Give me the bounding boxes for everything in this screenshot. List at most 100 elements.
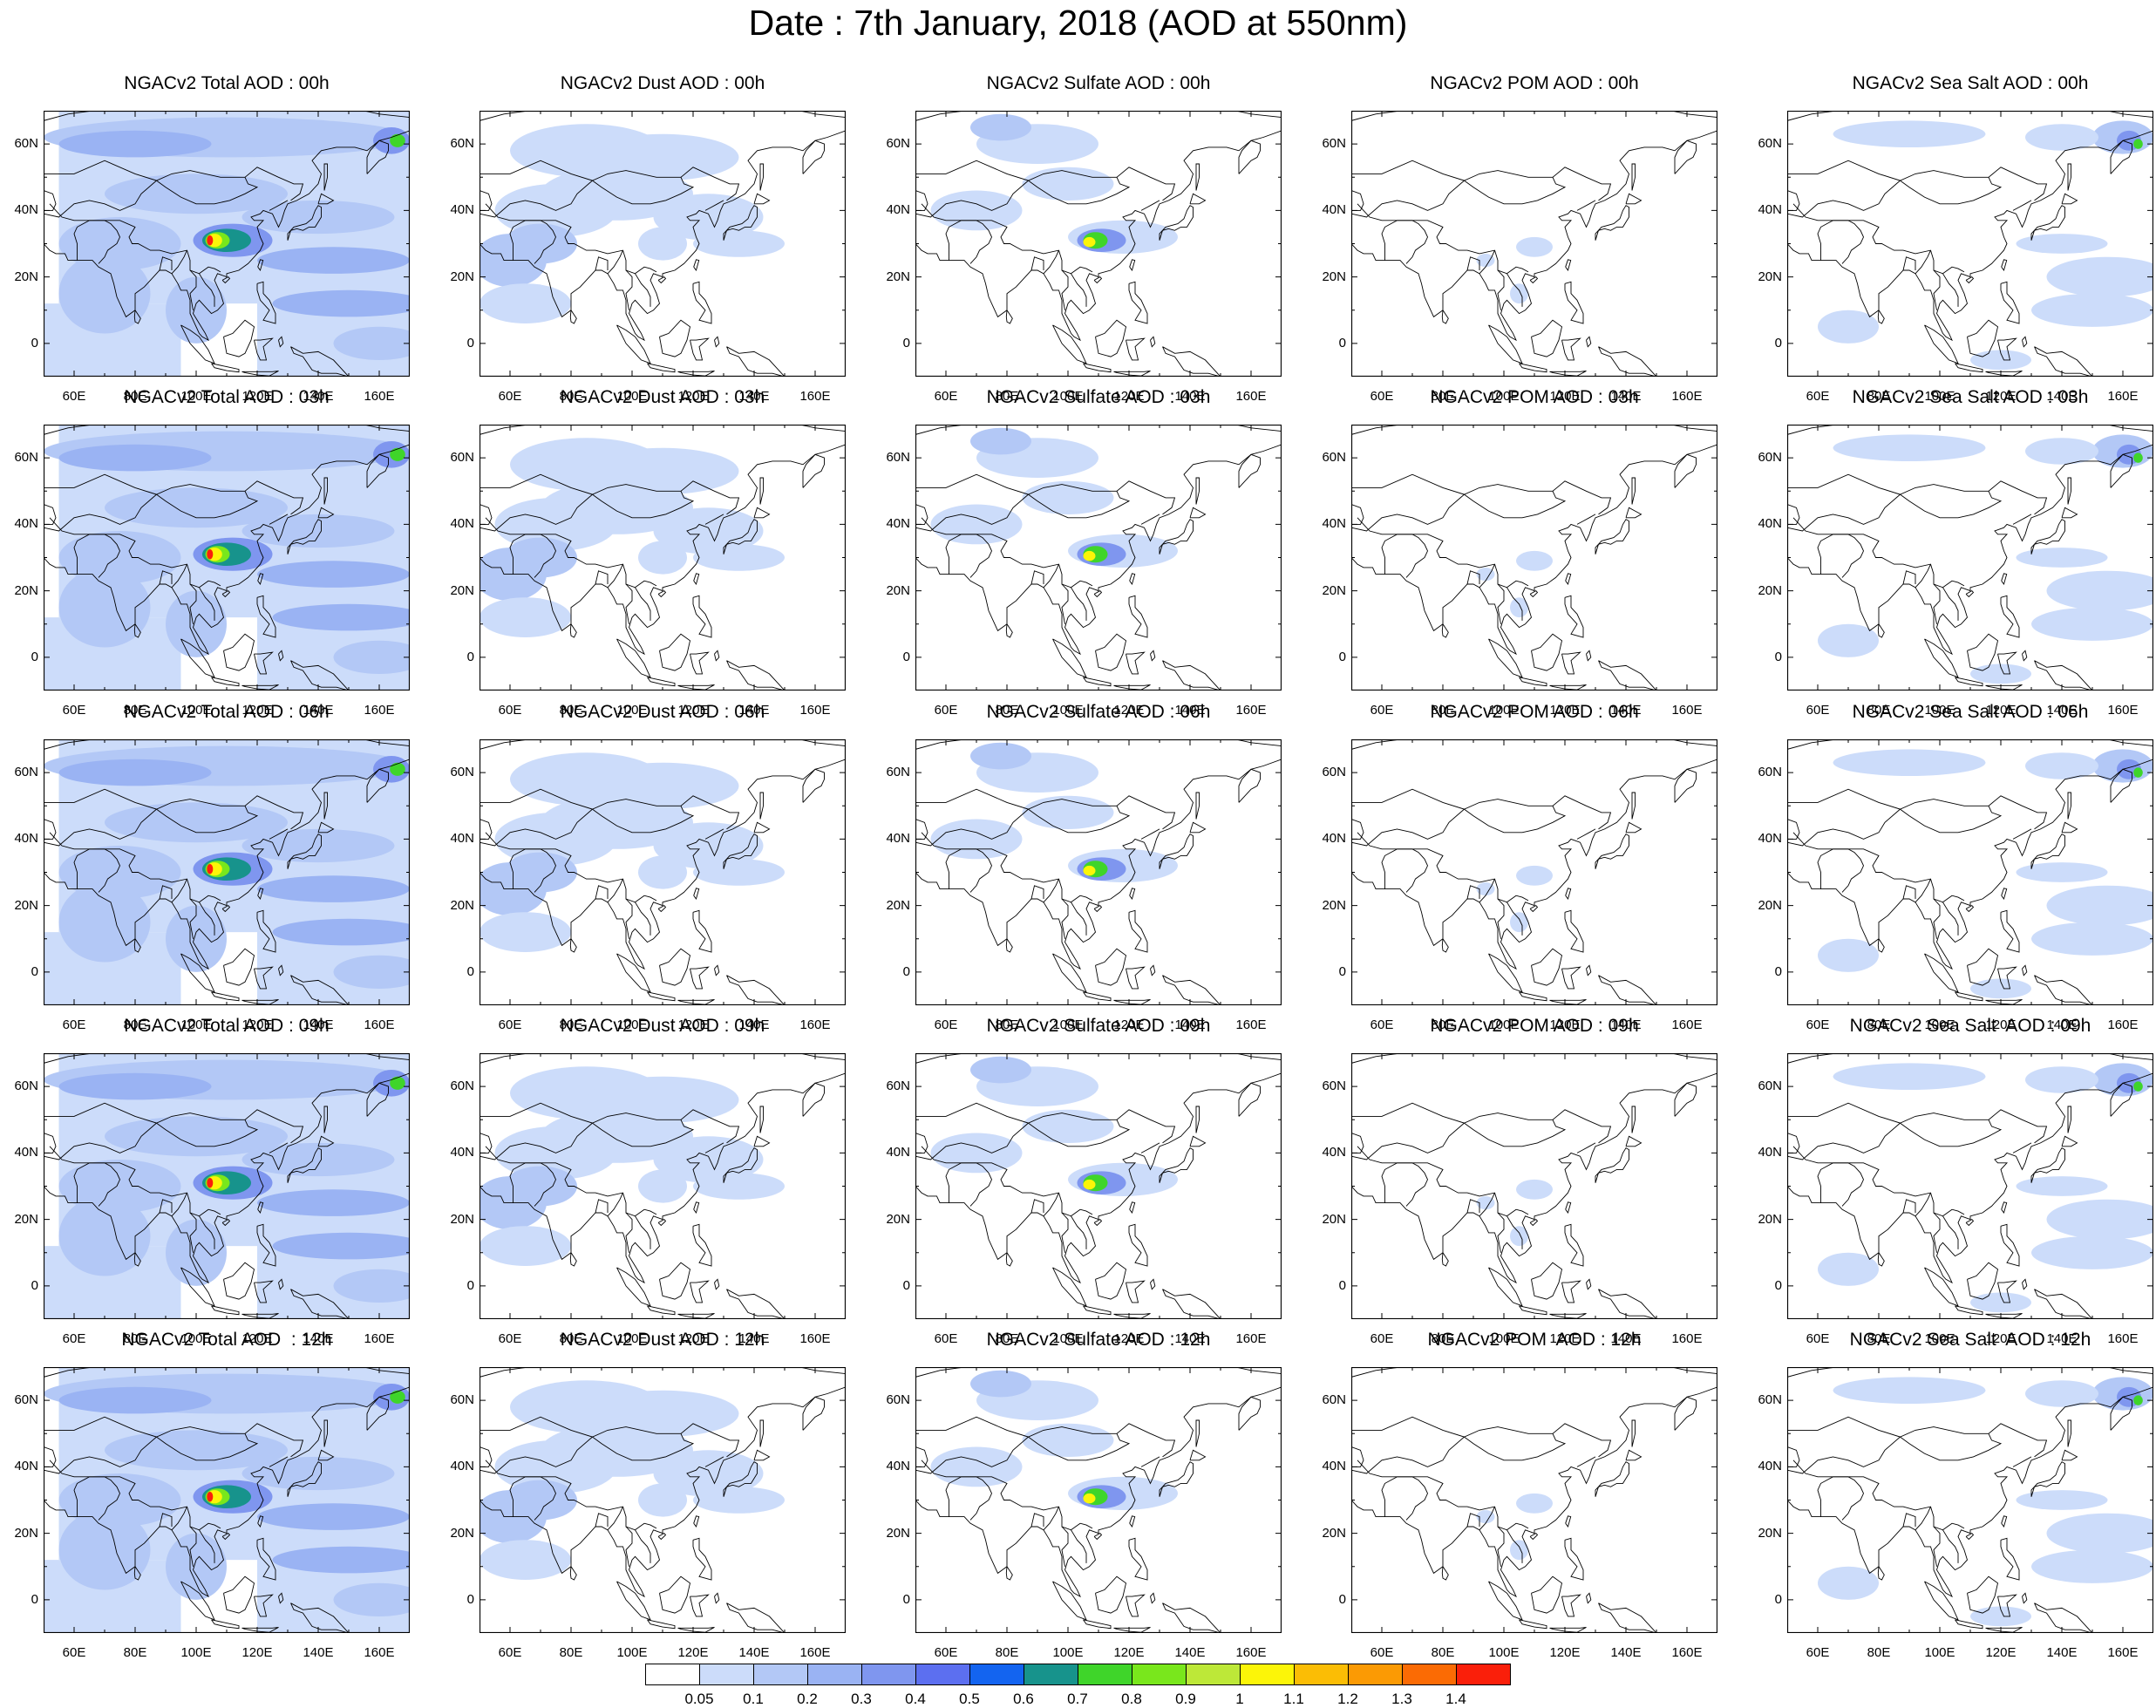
coastline [1877, 623, 1885, 638]
colorbar-level-label: 1.1 [1283, 1691, 1304, 1707]
coastline [44, 1367, 410, 1598]
aod-field-blob [257, 1503, 410, 1530]
lat-label: 60N [14, 450, 38, 466]
coastline [647, 363, 676, 373]
lon-label: 140E [303, 1645, 334, 1660]
lat-label: 40N [886, 1145, 910, 1160]
coastline [753, 507, 771, 519]
coastline [595, 256, 609, 271]
coastline [1933, 1212, 1941, 1253]
coastline [44, 808, 157, 847]
aod-field-blob [2133, 139, 2143, 149]
aod-field-blob [1818, 938, 1879, 972]
panel-title: NGACv2 Sulfate AOD : 12h [986, 1330, 1211, 1350]
lon-label: 120E [677, 1645, 709, 1660]
coastline [1625, 1449, 1643, 1461]
coastline [1351, 493, 1465, 532]
coastline [635, 1529, 651, 1563]
coastline [1817, 220, 1864, 264]
coastline [1159, 1147, 1194, 1183]
coastline [1093, 1219, 1103, 1227]
coastline [479, 739, 846, 970]
coastline [1576, 1142, 1596, 1153]
lon-label: 80E [559, 1331, 583, 1346]
aod-field-blob [638, 541, 687, 575]
coastline [1564, 1223, 1584, 1267]
coastline [366, 768, 389, 803]
colorbar-level-label: 0.9 [1175, 1691, 1196, 1707]
coastline [723, 519, 758, 555]
lon-label: 80E [559, 389, 583, 404]
aod-field-blob [390, 133, 405, 147]
map-panel-dust: NGACv2 Dust AOD : 09h 60N 40N 20N 0 60E 80E 100… [450, 1016, 846, 1346]
lat-label: 0 [1338, 1591, 1346, 1607]
coastline [189, 583, 197, 624]
coastline [2034, 1603, 2093, 1633]
lon-label: 100E [1488, 1017, 1520, 1032]
coastline [317, 193, 335, 205]
coastline [1529, 276, 1539, 284]
lat-label: 40N [886, 831, 910, 847]
coastline [1464, 491, 1567, 519]
coastline [1071, 273, 1087, 307]
coastline [479, 180, 593, 218]
coastline [569, 938, 577, 953]
map-frame [1351, 111, 1717, 377]
coastline [1877, 1566, 1885, 1581]
map-panel-dust: NGACv2 Dust AOD : 06h 60N 40N 20N 0 60E 80E 100… [450, 702, 846, 1032]
coastline [2001, 573, 2008, 586]
coastline [1933, 898, 1941, 939]
lon-label: 100E [1052, 1645, 1084, 1660]
map-canvas [479, 111, 846, 377]
aod-field-blob [58, 1509, 151, 1590]
aod-field-blob [653, 507, 764, 555]
lon-label: 100E [180, 703, 212, 718]
lat-label: 60N [886, 136, 910, 152]
colorbar-level-label: 0.05 [684, 1691, 714, 1707]
coastline [677, 1313, 715, 1319]
coastline [592, 1119, 695, 1147]
coastline [1479, 1192, 1495, 1217]
coastline [1565, 259, 1572, 272]
coastline [1351, 1446, 1364, 1467]
coastline [2001, 888, 2008, 901]
aod-field-blob [1476, 882, 1495, 896]
lat-label: 20N [450, 269, 474, 284]
coastline [726, 1603, 786, 1633]
lat-label: 0 [902, 1277, 910, 1293]
coastline [479, 1133, 493, 1153]
coastline [692, 1223, 712, 1267]
aod-field-blob [2016, 862, 2108, 882]
aod-field-blob [504, 537, 577, 578]
map-frame [915, 1053, 1282, 1319]
coastline [2012, 828, 2032, 840]
coastline [1195, 792, 1200, 820]
coastline [1561, 1280, 1581, 1303]
coastline [1519, 363, 1547, 373]
panel-title: NGACv2 Sulfate AOD : 06h [986, 702, 1211, 722]
lat-label: 60N [14, 136, 38, 152]
lon-label: 140E [738, 1645, 770, 1660]
coastline [1351, 1122, 1465, 1160]
lon-label: 120E [241, 1645, 273, 1660]
coastline [44, 1436, 157, 1474]
lon-label: 100E [1488, 1331, 1520, 1346]
map-canvas [1787, 425, 2153, 691]
lon-label: 80E [1431, 703, 1455, 718]
coastline [479, 425, 846, 656]
coastline [1466, 1199, 1480, 1214]
coastline [693, 1201, 700, 1215]
coastline [1005, 1566, 1013, 1581]
map-frame [915, 1367, 1282, 1633]
coastline [714, 650, 720, 662]
coastline [133, 310, 141, 324]
lat-label: 20N [886, 897, 910, 913]
coastline [254, 1594, 274, 1617]
coastline [44, 1122, 157, 1160]
coastline [366, 1396, 389, 1431]
coastline [2110, 768, 2132, 803]
map-canvas [1351, 739, 1717, 1005]
coastline [569, 1566, 577, 1581]
lat-label: 60N [1758, 450, 1782, 466]
